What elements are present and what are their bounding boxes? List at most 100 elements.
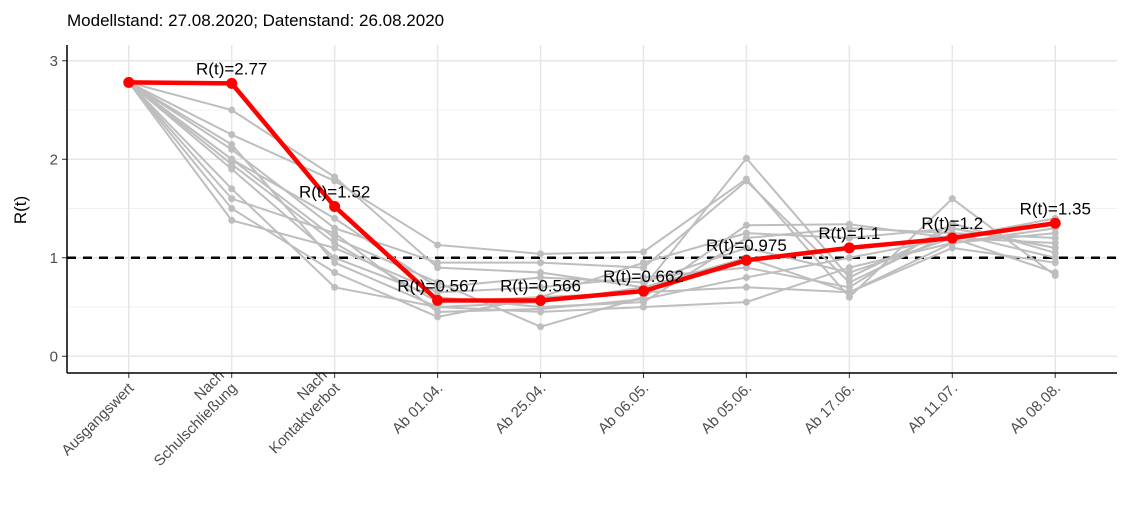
data-point [537, 323, 545, 331]
data-point [331, 229, 339, 237]
data-point [845, 283, 853, 291]
data-label: R(t)=0.662 [603, 267, 684, 286]
data-point [1051, 249, 1059, 257]
data-point [742, 234, 750, 242]
x-tick-label: NachKontaktverbot [253, 366, 344, 457]
data-point [1051, 269, 1059, 277]
data-point [637, 285, 649, 297]
data-point [434, 264, 442, 272]
x-tick-label: Ab 11.07. [904, 380, 961, 437]
y-tick-label: 0 [50, 348, 58, 365]
data-point [228, 185, 236, 193]
data-point [228, 155, 236, 163]
series-line [128, 81, 1056, 309]
data-point [228, 131, 236, 139]
data-point [845, 254, 853, 262]
data-point [331, 177, 339, 185]
data-point [331, 239, 339, 247]
data-point [742, 177, 750, 185]
data-point [639, 295, 647, 303]
data-point [331, 259, 339, 267]
data-point [228, 140, 236, 148]
data-point [432, 294, 444, 306]
data-point [331, 224, 339, 232]
x-tick-label: Ab 06.05. [595, 380, 652, 437]
x-tick-label: NachSchulschließung [138, 367, 241, 470]
data-point [948, 195, 956, 203]
data-point [948, 244, 956, 252]
y-tick-label: 2 [50, 151, 58, 168]
data-point [742, 298, 750, 306]
data-point [742, 244, 750, 252]
data-point [331, 283, 339, 291]
data-point [742, 229, 750, 237]
data-point [639, 248, 647, 256]
data-point [843, 242, 855, 254]
data-point [434, 241, 442, 249]
data-point [228, 205, 236, 213]
x-tick-label: Ab 17.06. [801, 380, 858, 437]
data-point [742, 273, 750, 281]
data-point [845, 269, 853, 277]
data-label: R(t)=0.566 [500, 277, 581, 296]
data-point [228, 165, 236, 173]
y-axis-label: R(t) [11, 196, 30, 224]
data-point [845, 293, 853, 301]
data-point [537, 259, 545, 267]
data-label: R(t)=1.2 [921, 214, 983, 233]
data-point [845, 264, 853, 272]
data-point [1051, 244, 1059, 252]
data-point [434, 278, 442, 286]
data-point [1049, 217, 1061, 229]
data-point [537, 269, 545, 277]
data-point [228, 106, 236, 114]
data-point [537, 283, 545, 291]
data-point [537, 273, 545, 281]
data-point [434, 313, 442, 321]
data-label: R(t)=2.77 [196, 59, 267, 78]
y-tick-label: 3 [50, 53, 58, 70]
data-point [1051, 254, 1059, 262]
data-point [740, 254, 752, 266]
data-point [845, 273, 853, 281]
x-tick-label: Ab 25.04. [492, 380, 549, 437]
data-point [948, 224, 956, 232]
data-label: R(t)=0.567 [397, 276, 478, 295]
data-point [329, 201, 341, 213]
data-point [845, 288, 853, 296]
data-point [742, 154, 750, 162]
data-point [1051, 234, 1059, 242]
data-point [742, 264, 750, 272]
data-point [228, 216, 236, 224]
data-point [434, 283, 442, 291]
data-point [226, 77, 238, 89]
data-point [537, 250, 545, 258]
x-tick-label: Ab 01.04. [389, 380, 446, 437]
data-label: R(t)=1.1 [818, 224, 880, 243]
series-line [128, 81, 1056, 304]
data-point [228, 160, 236, 168]
data-point [639, 259, 647, 267]
x-tick-label: Ab 05.06. [698, 380, 755, 437]
chart-subtitle: Modellstand: 27.08.2020; Datenstand: 26.… [67, 11, 444, 30]
data-point [331, 244, 339, 252]
data-point [434, 259, 442, 267]
x-tick-label: Ab 08.08. [1007, 380, 1064, 437]
data-point [434, 308, 442, 316]
data-point [742, 221, 750, 229]
data-point [123, 76, 135, 88]
data-point [639, 278, 647, 286]
data-point [434, 288, 442, 296]
data-point [845, 234, 853, 242]
data-point [845, 278, 853, 286]
data-label: R(t)=1.35 [1020, 199, 1091, 218]
data-label: R(t)=1.52 [299, 183, 370, 202]
data-point [228, 195, 236, 203]
x-tick-label: Ausgangswert [58, 379, 138, 459]
data-point [639, 264, 647, 272]
y-tick-label: 1 [50, 250, 58, 267]
series-line [128, 81, 1056, 313]
data-point [742, 283, 750, 291]
data-point [537, 305, 545, 313]
